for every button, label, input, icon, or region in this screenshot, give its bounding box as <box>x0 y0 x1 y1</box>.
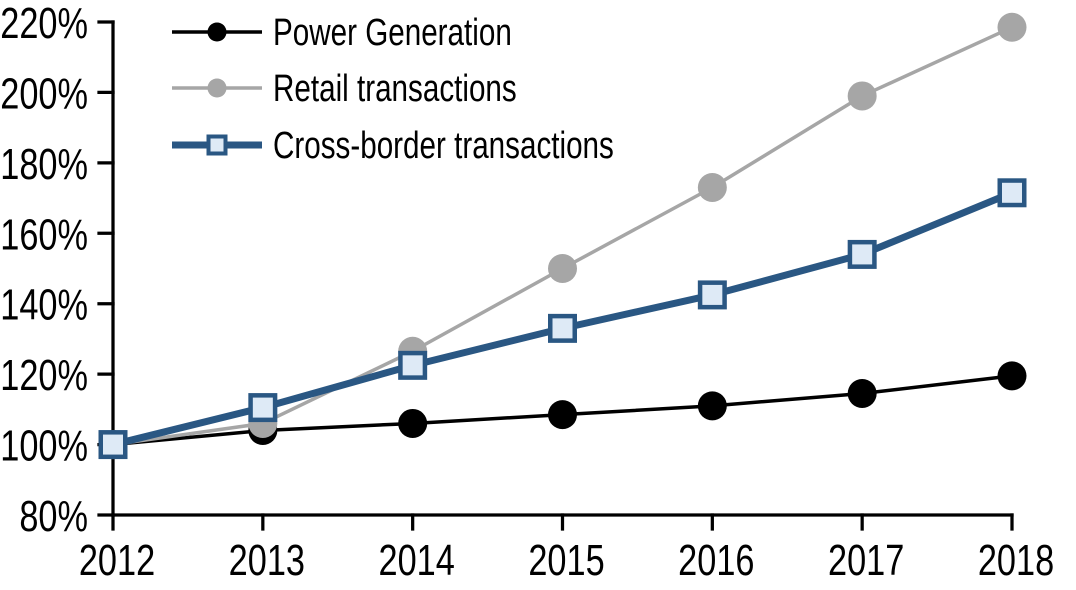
y-tick-label: 120% <box>0 351 88 400</box>
y-tick-label: 220% <box>0 0 88 48</box>
x-tick-label: 2013 <box>229 536 305 585</box>
x-tick-label-wrap: 2012 <box>79 536 155 585</box>
y-tick-label-wrap: 100% <box>0 422 88 471</box>
legend-label-cross-border-transactions-wrap: Cross-border transactions <box>273 125 614 167</box>
y-tick-label-wrap: 80% <box>19 492 88 541</box>
marker-circle-power-generation <box>847 379 877 409</box>
y-tick-label-wrap: 160% <box>0 210 88 259</box>
y-tick-label: 80% <box>19 492 88 541</box>
x-tick-label-wrap: 2017 <box>828 536 904 585</box>
marker-square-cross-border-transactions <box>847 239 877 269</box>
marker-circle-retail-transactions <box>548 254 577 283</box>
y-tick-label-wrap: 140% <box>0 281 88 330</box>
y-tick-label-wrap: 180% <box>0 140 88 189</box>
x-tick-label: 2014 <box>379 536 455 585</box>
x-tick-label: 2016 <box>678 536 754 585</box>
marker-circle-power-generation <box>548 400 577 430</box>
y-tick-label: 100% <box>0 422 88 471</box>
marker-square-cross-border-transactions <box>697 280 727 310</box>
marker-circle-power-generation <box>997 361 1027 391</box>
legend-label-cross-border-transactions: Cross-border transactions <box>273 125 614 167</box>
marker-square-cross-border-transactions <box>248 393 278 423</box>
marker-circle-retail-transactions <box>697 173 727 203</box>
y-tick-label-wrap: 120% <box>0 351 88 400</box>
series-cross-border-transactions <box>98 178 1027 460</box>
marker-circle-retail-transactions <box>847 81 877 111</box>
y-tick-label: 140% <box>0 281 88 330</box>
marker-circle-retail-transactions <box>997 12 1027 42</box>
series-retail-transactions <box>98 12 1027 460</box>
legend: Power Generation Retail transactions Cross… <box>172 12 614 167</box>
x-tick-label: 2017 <box>828 536 904 585</box>
legend-label-power-generation: Power Generation <box>273 12 512 54</box>
legend-item-cross-border-transactions: Cross-border transactions <box>172 125 614 167</box>
legend-marker-circle-retail-transactions <box>207 78 227 98</box>
y-tick-label: 160% <box>0 210 88 259</box>
legend-item-power-generation: Power Generation <box>172 12 512 54</box>
marker-square-cross-border-transactions <box>548 313 577 343</box>
y-tick-label: 200% <box>0 69 88 118</box>
legend-marker-square-cross-border-transactions <box>206 134 228 156</box>
legend-marker-circle-power-generation <box>207 22 227 42</box>
legend-label-retail-transactions: Retail transactions <box>273 68 517 110</box>
legend-item-retail-transactions: Retail transactions <box>172 68 517 110</box>
y-tick-label-wrap: 220% <box>0 0 88 48</box>
x-tick-label: 2012 <box>79 536 155 585</box>
x-tick-label-wrap: 2015 <box>528 536 604 585</box>
y-tick-label-wrap: 200% <box>0 69 88 118</box>
x-tick-label: 2015 <box>528 536 604 585</box>
x-tick-label-wrap: 2014 <box>379 536 455 585</box>
marker-circle-power-generation <box>398 408 428 438</box>
legend-label-power-generation-wrap: Power Generation <box>273 12 512 54</box>
y-tick-label: 180% <box>0 140 88 189</box>
x-tick-label-wrap: 2018 <box>978 536 1054 585</box>
marker-square-cross-border-transactions <box>997 178 1027 208</box>
marker-square-cross-border-transactions <box>98 430 128 460</box>
x-tick-label-wrap: 2016 <box>678 536 754 585</box>
marker-square-cross-border-transactions <box>398 350 428 380</box>
x-tick-label: 2018 <box>978 536 1054 585</box>
legend-label-retail-transactions-wrap: Retail transactions <box>273 68 517 110</box>
x-tick-label-wrap: 2013 <box>229 536 305 585</box>
marker-circle-power-generation <box>697 391 727 421</box>
